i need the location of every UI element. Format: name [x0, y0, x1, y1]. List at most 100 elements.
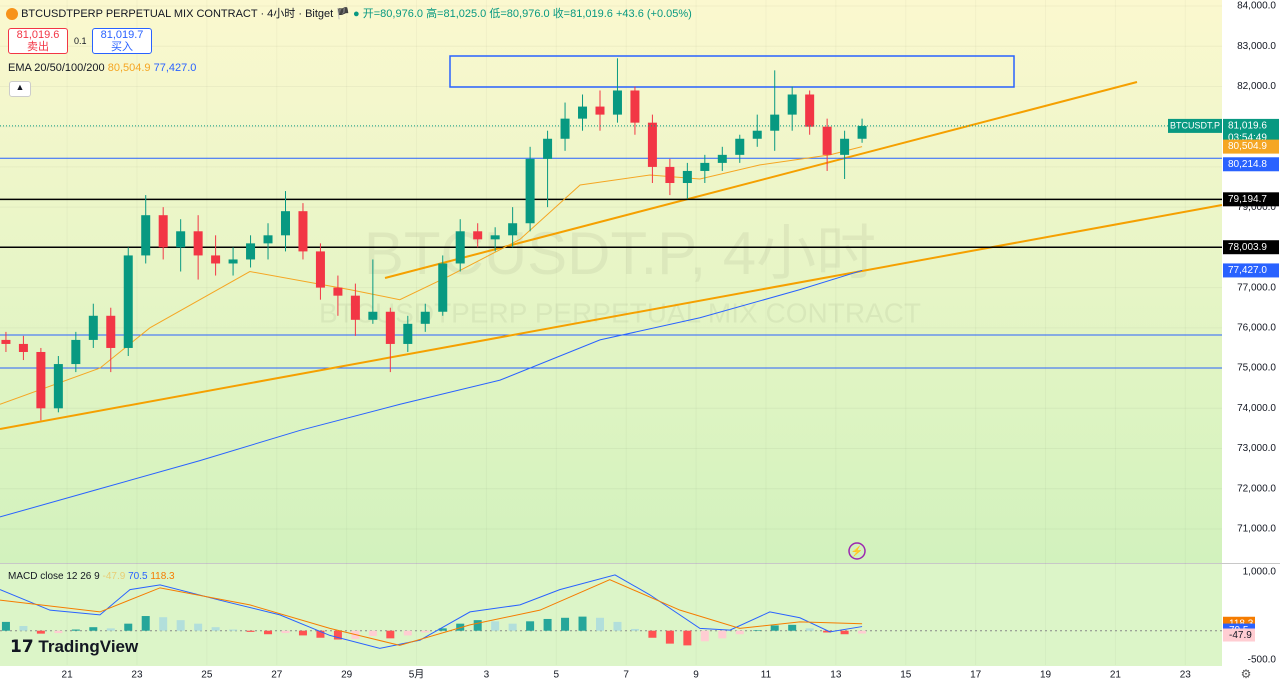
macd-histogram-bar — [700, 630, 709, 642]
macd-histogram-bar — [1, 621, 10, 631]
x-tick-label: 7 — [623, 670, 629, 681]
candle-body — [700, 162, 710, 171]
sell-button[interactable]: 81,019.6 卖出 — [8, 28, 68, 54]
candle-body — [246, 243, 256, 260]
signal-value: 118.3 — [150, 571, 175, 582]
level-tag-text: 79,194.7 — [1228, 194, 1267, 205]
macd-histogram-bar — [124, 623, 133, 631]
candle-body — [560, 118, 570, 139]
macd-tag — [1223, 628, 1255, 642]
ema-value: 80,504.9 — [107, 62, 151, 74]
x-tick-label: 3 — [484, 670, 490, 681]
candle-body — [770, 114, 780, 131]
buy-button[interactable]: 81,019.7 买入 — [92, 28, 152, 54]
candle-body — [53, 364, 63, 409]
macd-histogram-bar — [36, 630, 45, 634]
macd-bg — [0, 564, 1222, 666]
candle-body — [36, 351, 46, 409]
y-tick-label: 75,000.0 — [1237, 363, 1276, 374]
trend-line — [384, 81, 1138, 279]
macd-tag-text: -47.9 — [1229, 630, 1252, 641]
candle-body — [193, 231, 203, 256]
candle-body — [298, 211, 308, 252]
candle-body — [805, 94, 815, 127]
level-tag — [1223, 240, 1279, 255]
event-icon-glyph: ⚡ — [851, 545, 863, 558]
x-tick-label: 17 — [970, 670, 982, 681]
macd-histogram-bar — [106, 628, 115, 631]
macd-histogram-bar — [840, 630, 849, 635]
y-tick-label: 79,000.0 — [1237, 202, 1276, 213]
candle-body — [752, 130, 762, 139]
y-tick-label: 71,000.0 — [1237, 524, 1276, 535]
macd-histogram-bar — [630, 628, 639, 631]
buy-label: 买入 — [111, 41, 133, 53]
x-tick-label: 19 — [1040, 670, 1052, 681]
x-tick-label: 13 — [830, 670, 842, 681]
collapse-button[interactable]: ▲ — [9, 81, 31, 97]
ema-value: 77,427.0 — [153, 62, 197, 74]
candle-body — [368, 311, 378, 320]
drawing-rect — [449, 55, 1015, 88]
macd-histogram-bar — [264, 630, 273, 635]
candle-body — [350, 295, 360, 320]
macd-histogram-bar — [19, 626, 28, 631]
coin-icon — [6, 8, 18, 21]
candle-body — [578, 106, 588, 119]
candle-body — [71, 339, 81, 365]
macd-histogram-bar — [141, 616, 150, 631]
candle-body — [455, 231, 465, 264]
level-tag-text: 80,214.8 — [1228, 159, 1267, 170]
y-tick-label: 77,000.0 — [1237, 282, 1276, 293]
x-tick-label: 21 — [1110, 670, 1122, 681]
macd-legend: MACD close 12 26 9 -47.9 70.5 118.3 — [8, 571, 175, 582]
candle-body — [630, 90, 640, 123]
ema-label: EMA 20/50/100/200 — [8, 62, 105, 74]
x-tick-label: 29 — [341, 670, 353, 681]
macd-histogram-bar — [648, 630, 657, 638]
y-tick-label: 74,000.0 — [1237, 403, 1276, 414]
candle-body — [211, 255, 221, 264]
candle-body — [473, 231, 483, 240]
y-tick-label: 72,000.0 — [1237, 483, 1276, 494]
watermark: BTCUSDTPERP PERPETUAL MIX CONTRACT — [319, 297, 921, 328]
macd-histogram-bar — [491, 621, 500, 631]
candle-body — [141, 215, 151, 256]
macd-tick-label: -500.0 — [1248, 655, 1277, 666]
event-icon[interactable] — [848, 542, 866, 560]
macd-histogram-bar — [823, 630, 832, 633]
y-tick-label: 76,000.0 — [1237, 322, 1276, 333]
macd-histogram-bar — [89, 627, 98, 631]
sell-price: 81,019.6 — [16, 29, 60, 41]
candle-body — [123, 255, 133, 348]
buy-price: 81,019.7 — [100, 29, 144, 41]
settings-icon[interactable]: ⚙ — [1241, 667, 1252, 681]
x-tick-label: 9 — [693, 670, 699, 681]
signal-line — [0, 579, 863, 646]
countdown: 03:54:49 — [1228, 133, 1267, 144]
candle-body — [595, 106, 605, 115]
macd-histogram-bar — [718, 630, 727, 639]
ohlc: 高=81,025.0 — [426, 8, 487, 20]
macd-histogram-bar — [229, 629, 238, 631]
ema-legend: EMA 20/50/100/200 80,504.9 77,427.0 — [8, 62, 196, 74]
candle-body — [106, 315, 116, 348]
macd-histogram-bar — [316, 630, 325, 638]
candle-body — [857, 125, 867, 139]
candle-body — [280, 211, 290, 236]
level-tag-text: 78,003.9 — [1228, 242, 1267, 253]
macd-histogram-bar — [753, 630, 762, 631]
ema-tag-text: 77,427.0 — [1228, 265, 1267, 276]
macd-histogram-bar — [735, 630, 744, 635]
macd-histogram-bar — [613, 621, 622, 631]
macd-histogram-bar — [858, 630, 867, 634]
candle-body — [682, 170, 692, 184]
x-tick-label: 5月 — [409, 669, 425, 681]
macd-histogram-bar — [176, 620, 185, 631]
candle-body — [438, 263, 448, 312]
candle-body — [385, 311, 395, 344]
macd-histogram-bar — [368, 630, 377, 636]
ema-tag-text: 80,504.9 — [1228, 141, 1267, 152]
trend-line — [0, 204, 1223, 430]
macd-histogram-bar — [683, 630, 692, 646]
